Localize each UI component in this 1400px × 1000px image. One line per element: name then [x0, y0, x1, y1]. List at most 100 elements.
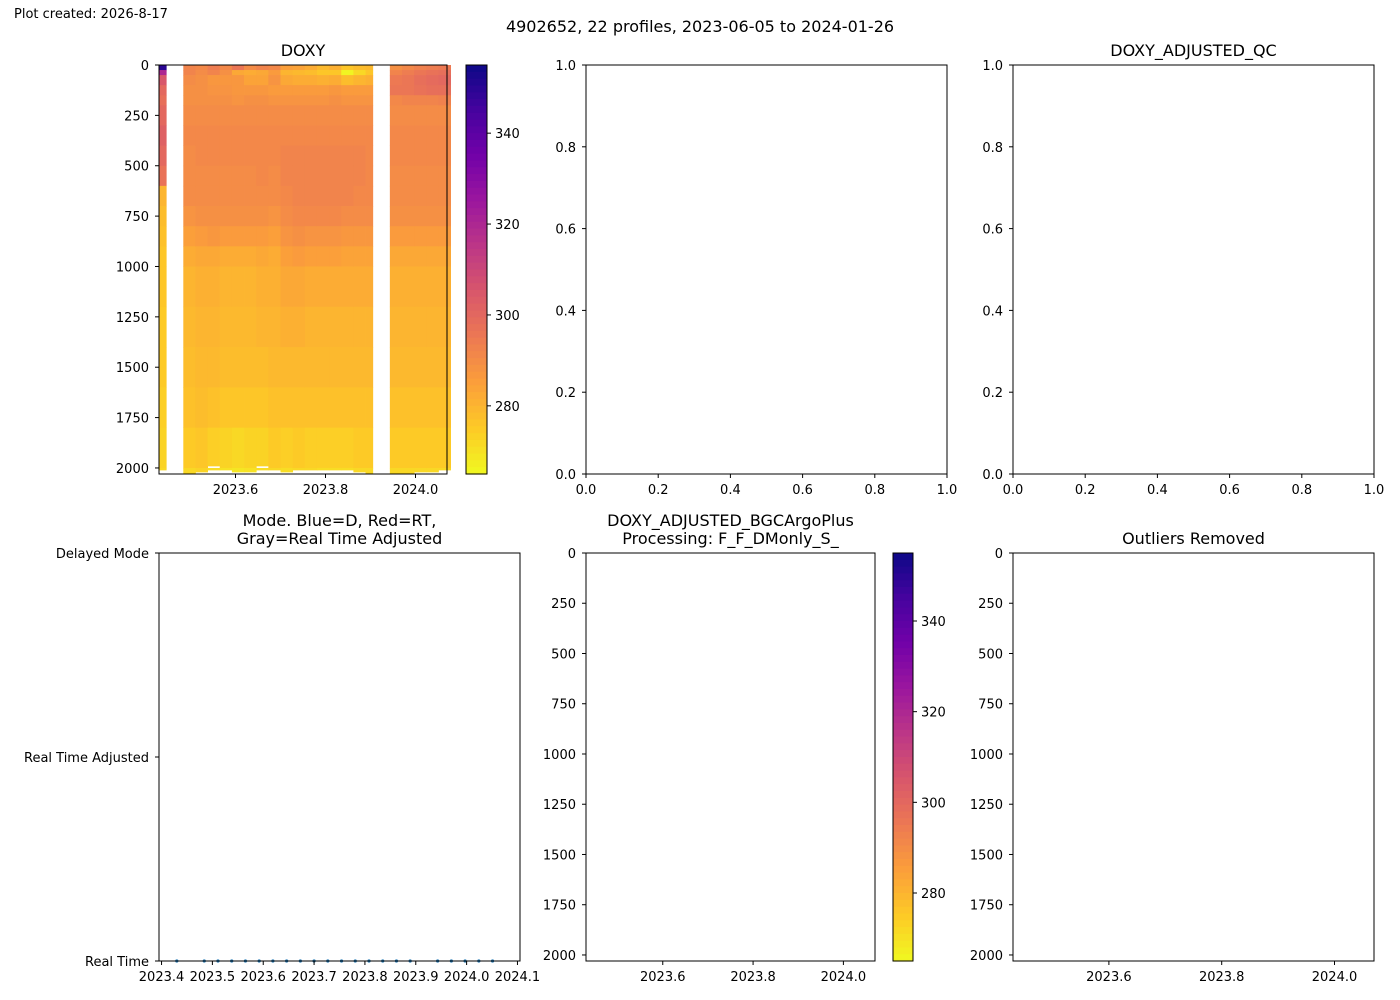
heatmap-cell [292, 165, 306, 187]
heatmap-cell [292, 85, 306, 96]
heatmap-cell [329, 75, 342, 86]
x-tick-label: 2023.4 [139, 970, 185, 985]
heatmap-cell [402, 206, 415, 227]
y-tick-label: 1750 [543, 899, 576, 914]
colorbar-segment [466, 112, 487, 121]
heatmap-cell [268, 85, 281, 96]
y-tick-label: Real Time Adjusted [24, 751, 149, 766]
heatmap-cell [268, 306, 281, 348]
heatmap-cell [195, 427, 208, 469]
heatmap-cell [268, 347, 281, 388]
colorbar-segment [466, 392, 487, 400]
heatmap-cell [159, 165, 167, 187]
colorbar-segment [466, 344, 487, 352]
heatmap-cell [341, 387, 354, 429]
heatmap-cell [280, 387, 294, 429]
heatmap-cell [268, 65, 281, 71]
heatmap-cell [280, 165, 294, 187]
y-tick-label: 1500 [970, 848, 1003, 863]
colorbar-tick-label: 320 [921, 706, 946, 721]
heatmap-cell [402, 95, 415, 106]
colorbar-segment [893, 818, 913, 826]
heatmap-cell [207, 75, 221, 86]
colorbar-segment [893, 859, 913, 867]
heatmap-cell [292, 387, 306, 429]
colorbar-segment [893, 913, 913, 921]
heatmap-cell [244, 427, 257, 469]
colorbar-segment [893, 777, 913, 785]
heatmap-cell [329, 347, 342, 388]
heatmap-cell [365, 85, 374, 96]
heatmap-cell [159, 65, 167, 71]
heatmap-cell [292, 75, 306, 86]
heatmap-cell [195, 145, 208, 167]
colorbar-segment [893, 879, 913, 887]
figure-title: 4902652, 22 profiles, 2023-06-05 to 2024… [505, 17, 895, 36]
colorbar-segment [466, 214, 487, 223]
colorbar-segment [466, 337, 487, 346]
heatmap-cell [438, 185, 451, 207]
heatmap-cell [280, 75, 294, 86]
heatmap-cell [365, 125, 374, 146]
heatmap-cell [256, 246, 269, 267]
subplot-adjusted_qc: 0.0 0.2 0.4 0.6 0.8 1.0 0.0 0.2 0.4 0.6 0.8 1.0 DOXY… [982, 41, 1384, 498]
colorbar-segment [893, 927, 913, 935]
heatmap-cell [341, 226, 354, 247]
colorbar-segment [893, 566, 913, 574]
heatmap-cell [426, 165, 439, 187]
heatmap-cell [219, 185, 233, 207]
heatmap-cell [304, 165, 318, 187]
heatmap-cell [292, 70, 306, 76]
heatmap-cell [353, 125, 366, 146]
heatmap-cell [256, 95, 269, 106]
heatmap-cell [414, 105, 427, 126]
colorbar-tick-label: 340 [495, 127, 520, 142]
y-tick-label: 1000 [543, 748, 576, 763]
heatmap-cell [268, 185, 281, 207]
heatmap-cell [244, 70, 257, 76]
axes-frame [158, 552, 521, 962]
heatmap-cell [438, 125, 451, 146]
colorbar-segment [466, 78, 487, 87]
y-tick-label: 0 [995, 547, 1003, 562]
x-tick-label: 2023.8 [1199, 970, 1245, 985]
heatmap-cell [402, 105, 415, 126]
heatmap-cell [402, 467, 415, 475]
x-tick-label: 0.2 [648, 483, 669, 498]
heatmap-cell [365, 105, 374, 126]
y-tick-label: 500 [124, 160, 149, 175]
heatmap-cell [256, 85, 269, 96]
heatmap-cell [244, 246, 257, 267]
y-tick-label: 1250 [970, 798, 1003, 813]
x-tick-label: 2023.6 [1086, 970, 1132, 985]
x-tick-label: 0.0 [576, 483, 597, 498]
heatmap-cell [426, 185, 439, 207]
colorbar-segment [893, 784, 913, 792]
heatmap-cell [353, 145, 366, 167]
heatmap-cell [244, 347, 257, 388]
heatmap-cell [414, 185, 427, 207]
heatmap-cell [402, 145, 415, 167]
heatmap-cell [231, 95, 245, 106]
heatmap-cell [341, 165, 354, 187]
y-tick-label: 0.6 [982, 223, 1003, 238]
colorbar-segment [893, 893, 913, 901]
colorbar-segment [466, 85, 487, 93]
heatmap-cell [304, 185, 318, 207]
heatmap-cell [353, 306, 366, 348]
heatmap-cell [183, 125, 196, 146]
heatmap-cell [244, 206, 257, 227]
colorbar-segment [893, 750, 913, 758]
colorbar-segment [466, 399, 487, 407]
heatmap-cell [316, 226, 330, 247]
heatmap-cell [389, 145, 403, 167]
heatmap-cell [244, 467, 257, 473]
heatmap-cell [231, 70, 245, 76]
heatmap-cell [183, 75, 196, 86]
heatmap-cell [438, 246, 451, 267]
heatmap-cell [341, 70, 354, 76]
heatmap-cell [402, 165, 415, 187]
y-tick-label: 0.2 [555, 386, 576, 401]
y-tick-label: 1750 [116, 412, 149, 427]
heatmap-cell [438, 85, 451, 96]
